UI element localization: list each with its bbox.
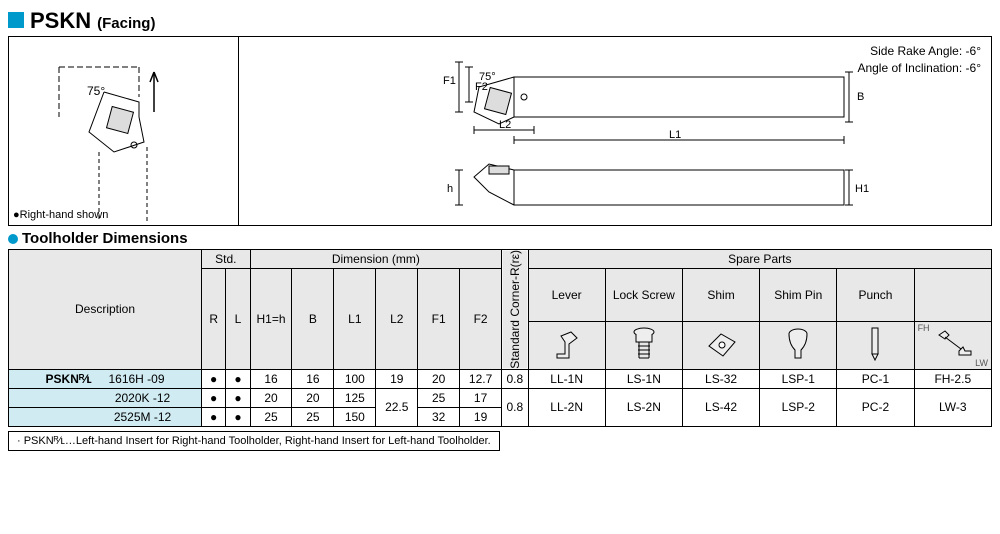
diagram-box: 75° ●Right-hand shown Side Rake Angle: -… bbox=[8, 36, 992, 226]
section-header: Toolholder Dimensions bbox=[8, 230, 992, 247]
bullet-icon bbox=[8, 234, 18, 244]
hdr-B: B bbox=[292, 269, 334, 370]
family-code: PSKNᴿ⁄ʟ bbox=[46, 372, 92, 386]
cell-L1: 100 bbox=[334, 369, 376, 388]
hdr-std: Std. bbox=[202, 250, 251, 269]
hdr-shimpin: Shim Pin bbox=[760, 269, 837, 322]
dim-L1: L1 bbox=[669, 129, 681, 141]
dim-h: h bbox=[447, 183, 453, 195]
cell-F1: 25 bbox=[418, 388, 460, 407]
diagram-right-panel: Side Rake Angle: -6° Angle of Inclinatio… bbox=[239, 37, 991, 225]
size-code: 2020K -12 bbox=[9, 388, 202, 407]
cell-F2: 19 bbox=[460, 407, 502, 426]
cell-L2-merged: 22.5 bbox=[376, 388, 418, 426]
cell-lever: LL-1N bbox=[528, 369, 605, 388]
cell-punch-merged: PC-2 bbox=[837, 388, 914, 426]
cell-L2: 19 bbox=[376, 369, 418, 388]
cell-B: 16 bbox=[292, 369, 334, 388]
icon-shim bbox=[682, 321, 759, 369]
cell-F1: 20 bbox=[418, 369, 460, 388]
tool-sketch-front: 75° bbox=[39, 57, 219, 227]
icon-punch bbox=[837, 321, 914, 369]
cell-shimpin-merged: LSP-2 bbox=[760, 388, 837, 426]
desc-cell: PSKNᴿ⁄ʟ 1616H -09 bbox=[9, 369, 202, 388]
cell-H1h: 20 bbox=[250, 388, 292, 407]
table-row: 2020K -12 ● ● 20 20 125 22.5 25 17 0.8 L… bbox=[9, 388, 992, 407]
hdr-F1: F1 bbox=[418, 269, 460, 370]
table-row: PSKNᴿ⁄ʟ 1616H -09 ● ● 16 16 100 19 20 12… bbox=[9, 369, 992, 388]
hdr-lockscrew: Lock Screw bbox=[605, 269, 682, 322]
title-subtype: (Facing) bbox=[97, 15, 155, 32]
hdr-R: R bbox=[202, 269, 226, 370]
cell-shimpin: LSP-1 bbox=[760, 369, 837, 388]
size-code: 2525M -12 bbox=[9, 407, 202, 426]
icon-wrench: FH LW bbox=[914, 321, 991, 369]
section-title: Toolholder Dimensions bbox=[22, 230, 188, 247]
cell-L: ● bbox=[226, 369, 250, 388]
cell-shim: LS-32 bbox=[682, 369, 759, 388]
icon-lever bbox=[528, 321, 605, 369]
title-square-icon bbox=[8, 12, 24, 28]
hdr-punch: Punch bbox=[837, 269, 914, 322]
hdr-wrench: Wrench bbox=[914, 269, 991, 322]
cell-H1h: 25 bbox=[250, 407, 292, 426]
dim-B: B bbox=[857, 91, 864, 103]
cell-B: 25 bbox=[292, 407, 334, 426]
hdr-spare-group: Spare Parts bbox=[528, 250, 991, 269]
cell-L1: 150 bbox=[334, 407, 376, 426]
cell-R: ● bbox=[202, 407, 226, 426]
diagram-left-panel: 75° ●Right-hand shown bbox=[9, 37, 239, 225]
cell-R: ● bbox=[202, 369, 226, 388]
icon-lockscrew bbox=[605, 321, 682, 369]
cell-R: ● bbox=[202, 388, 226, 407]
cell-lockscrew: LS-1N bbox=[605, 369, 682, 388]
hdr-corner: Standard Corner-R(rε) bbox=[502, 250, 528, 370]
dim-H1: H1 bbox=[855, 183, 869, 195]
cell-lockscrew-merged: LS-2N bbox=[605, 388, 682, 426]
footnote: · PSKNᴿ⁄ʟ…Left-hand Insert for Right-han… bbox=[8, 431, 500, 451]
cell-H1h: 16 bbox=[250, 369, 292, 388]
hdr-L1: L1 bbox=[334, 269, 376, 370]
tool-sketch-side: h H1 bbox=[419, 152, 899, 222]
cell-B: 20 bbox=[292, 388, 334, 407]
right-hand-shown-label: ●Right-hand shown bbox=[13, 209, 108, 221]
cell-L: ● bbox=[226, 388, 250, 407]
hdr-H1h: H1=h bbox=[250, 269, 292, 370]
tool-sketch-top: L1 L2 B F1 F2 75° bbox=[419, 52, 899, 147]
cell-corner: 0.8 bbox=[502, 369, 528, 388]
cell-F2: 17 bbox=[460, 388, 502, 407]
title-code: PSKN bbox=[30, 8, 91, 34]
cell-L1: 125 bbox=[334, 388, 376, 407]
hdr-lever: Lever bbox=[528, 269, 605, 322]
hdr-shim: Shim bbox=[682, 269, 759, 322]
hdr-F2: F2 bbox=[460, 269, 502, 370]
wrench-fh: FH bbox=[918, 323, 930, 333]
cell-lever-merged: LL-2N bbox=[528, 388, 605, 426]
page-title-row: PSKN (Facing) bbox=[8, 8, 992, 34]
icon-shimpin bbox=[760, 321, 837, 369]
wrench-lw: LW bbox=[975, 358, 988, 368]
hdr-description: Description bbox=[9, 250, 202, 370]
cell-corner-merged: 0.8 bbox=[502, 388, 528, 426]
dimensions-table: Description Std. Dimension (mm) Standard… bbox=[8, 249, 992, 427]
hdr-dim-group: Dimension (mm) bbox=[250, 250, 502, 269]
cell-F2: 12.7 bbox=[460, 369, 502, 388]
cell-wrench: FH-2.5 bbox=[914, 369, 991, 388]
hdr-L: L bbox=[226, 269, 250, 370]
angle-75-label-2: 75° bbox=[479, 71, 496, 83]
cell-shim-merged: LS-42 bbox=[682, 388, 759, 426]
dim-L2: L2 bbox=[499, 119, 511, 131]
cell-F1: 32 bbox=[418, 407, 460, 426]
hdr-L2: L2 bbox=[376, 269, 418, 370]
dim-F1: F1 bbox=[443, 75, 456, 87]
cell-wrench-merged: LW-3 bbox=[914, 388, 991, 426]
cell-L: ● bbox=[226, 407, 250, 426]
angle-75-label: 75° bbox=[87, 84, 105, 98]
cell-punch: PC-1 bbox=[837, 369, 914, 388]
size-code: 1616H -09 bbox=[108, 372, 164, 386]
